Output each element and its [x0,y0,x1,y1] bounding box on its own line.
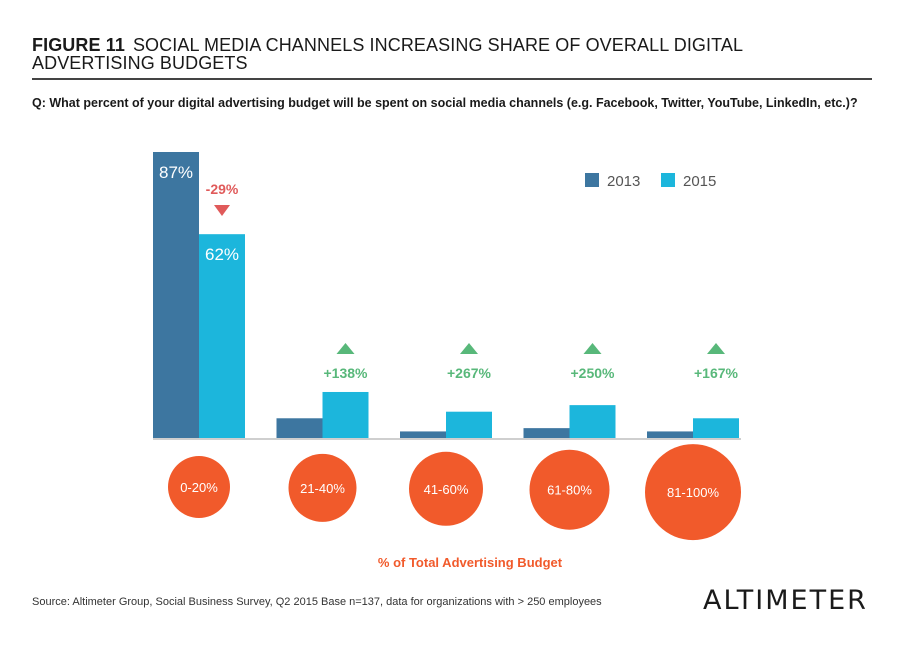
category-label-4: 61-80% [547,483,592,498]
increase-arrow-icon [336,343,355,354]
figure-number: FIGURE 11 [32,35,125,55]
category-circle-5 [645,444,741,541]
bar-2013-2 [276,418,323,438]
bar-2013-4 [523,428,570,438]
bar-2013-3 [400,431,446,438]
category-label-5: 81-100% [667,485,719,500]
category-circle-3 [409,451,483,526]
bar-2015-3 [446,411,492,438]
bar-2015-4 [569,405,616,438]
change-label-4: +250% [571,365,616,381]
chart-baseline [153,438,741,440]
category-circle-1 [168,456,230,518]
change-label-5: +167% [694,365,739,381]
source-note: Source: Altimeter Group, Social Business… [32,596,602,608]
category-circle-2 [288,453,357,522]
legend-swatch-2015 [661,173,675,187]
data-label-2013: 87% [159,163,193,182]
change-label-2: +138% [324,365,369,381]
change-indicators: -29% +138% +267% +250% +167% [206,181,739,381]
altimeter-logo: ALTIMETER [703,585,868,616]
bar-2015-5 [693,418,739,438]
bar-2013-1 [153,152,199,438]
legend: 2013 2015 [585,173,716,190]
chart-title: FIGURE 11 SOCIAL MEDIA CHANNELS INCREASIN… [32,36,832,72]
change-label-3: +267% [447,365,492,381]
legend-label-2015: 2015 [683,173,716,190]
legend-swatch-2013 [585,173,599,187]
category-circles: 0-20% 21-40% 41-60% 61-80% 81-100% [168,444,741,541]
category-label-2: 21-40% [300,481,345,496]
bar-2013-5 [647,431,693,438]
decrease-arrow-icon [214,205,230,216]
bar-2015-2 [322,391,369,438]
category-circle-4 [529,449,610,530]
survey-question: Q: What percent of your digital advertis… [32,96,858,110]
category-label-1: 0-20% [180,480,218,495]
data-label-2015: 62% [205,245,239,264]
increase-arrow-icon [460,343,478,354]
increase-arrow-icon [707,343,725,354]
bar-2015-1 [199,234,245,438]
category-label-3: 41-60% [424,482,469,497]
figure-title-text: SOCIAL MEDIA CHANNELS INCREASING SHARE O… [32,35,743,73]
bars-group [153,152,741,440]
change-label-1: -29% [206,181,239,197]
x-axis-label: % of Total Advertising Budget [378,555,563,570]
legend-label-2013: 2013 [607,173,640,190]
title-divider [32,78,872,80]
labels-group: 87% 62% [159,163,239,264]
increase-arrow-icon [583,343,602,354]
source-text: Altimeter Group, Social Business Survey,… [72,596,602,608]
